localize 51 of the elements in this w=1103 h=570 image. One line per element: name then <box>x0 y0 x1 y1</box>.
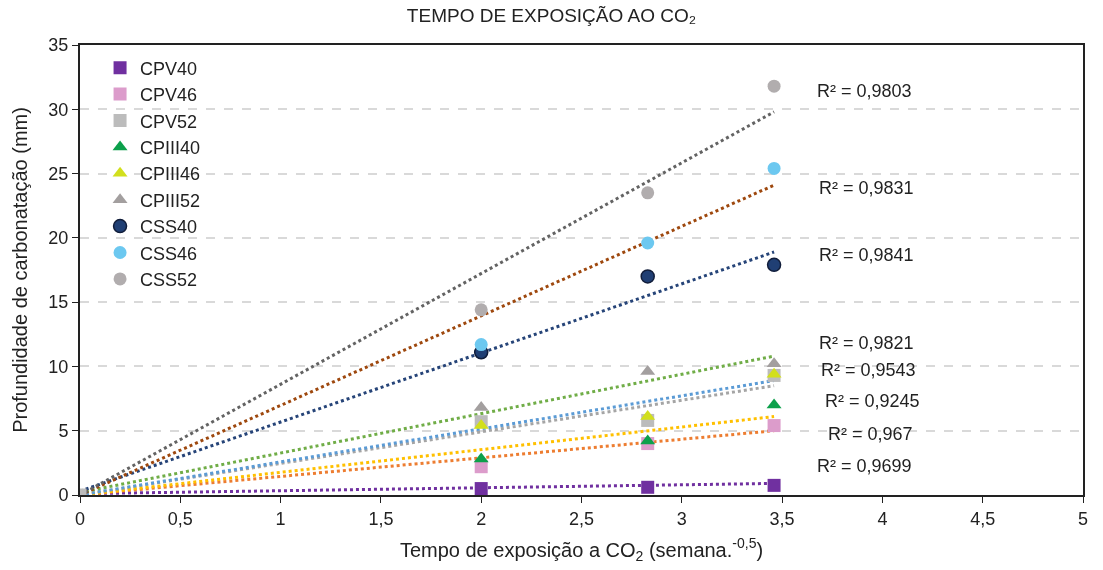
point <box>641 186 655 200</box>
y-tick-label: 10 <box>48 356 69 377</box>
x-tick-label: 0 <box>74 508 86 529</box>
point <box>641 480 655 494</box>
x-axis-title: Tempo de exposição a CO$_{2}$ (semana.$^{-0,5}$) <box>399 535 764 564</box>
y-tick-label: 15 <box>48 292 69 313</box>
point <box>767 79 781 93</box>
legend-label: CSS52 <box>140 269 198 290</box>
legend-label: CPV40 <box>140 58 198 79</box>
legend-label: CPIII40 <box>140 137 201 158</box>
annotation: R² = 0,9841 <box>819 245 914 265</box>
point <box>641 236 655 250</box>
legend-label: CSS40 <box>140 217 198 238</box>
point <box>474 303 488 317</box>
y-tick-label: 25 <box>48 163 69 184</box>
annotation: R² = 0,9831 <box>819 178 914 198</box>
x-tick-label: 1 <box>275 508 286 529</box>
legend-label: CSS46 <box>140 243 198 264</box>
legend-label: CPIII52 <box>140 190 201 211</box>
annotation: R² = 0,9543 <box>821 360 916 380</box>
legend-label: CPIII46 <box>140 164 201 185</box>
legend-label: CPV52 <box>140 111 198 132</box>
y-tick-label: 35 <box>48 35 69 56</box>
point <box>767 419 781 433</box>
point <box>767 478 781 492</box>
legend-label: CPV46 <box>140 85 198 106</box>
annotation: R² = 0,967 <box>828 424 913 444</box>
x-tick-label: 3,5 <box>769 508 795 529</box>
y-tick-label: 30 <box>48 99 69 120</box>
point <box>640 269 655 284</box>
annotation: R² = 0,9803 <box>817 81 912 101</box>
x-tick-label: 0,5 <box>167 508 193 529</box>
x-tick-label: 4,5 <box>970 508 996 529</box>
point <box>767 161 781 175</box>
annotation: R² = 0,9821 <box>819 333 914 353</box>
x-tick-label: 4 <box>877 508 888 529</box>
x-tick-label: 2,5 <box>568 508 595 529</box>
x-tick-label: 2 <box>476 508 487 529</box>
y-tick-label: 5 <box>58 421 69 442</box>
x-tick-label: 5 <box>1077 508 1089 529</box>
point <box>474 482 488 495</box>
y-tick-label: 0 <box>58 485 69 506</box>
x-tick-label: 3 <box>676 508 687 529</box>
annotation: R² = 0,9699 <box>817 456 912 476</box>
y-tick-label: 20 <box>48 228 69 249</box>
x-tick-label: 1,5 <box>368 508 394 529</box>
annotation: R² = 0,9245 <box>825 391 920 411</box>
chart-title: TEMPO DE EXPOSIÇÃO AO CO₂ <box>406 4 697 26</box>
point <box>474 338 488 352</box>
y-axis-title: Profundidade de carbonatação (mm) <box>9 107 32 433</box>
point <box>766 257 782 273</box>
